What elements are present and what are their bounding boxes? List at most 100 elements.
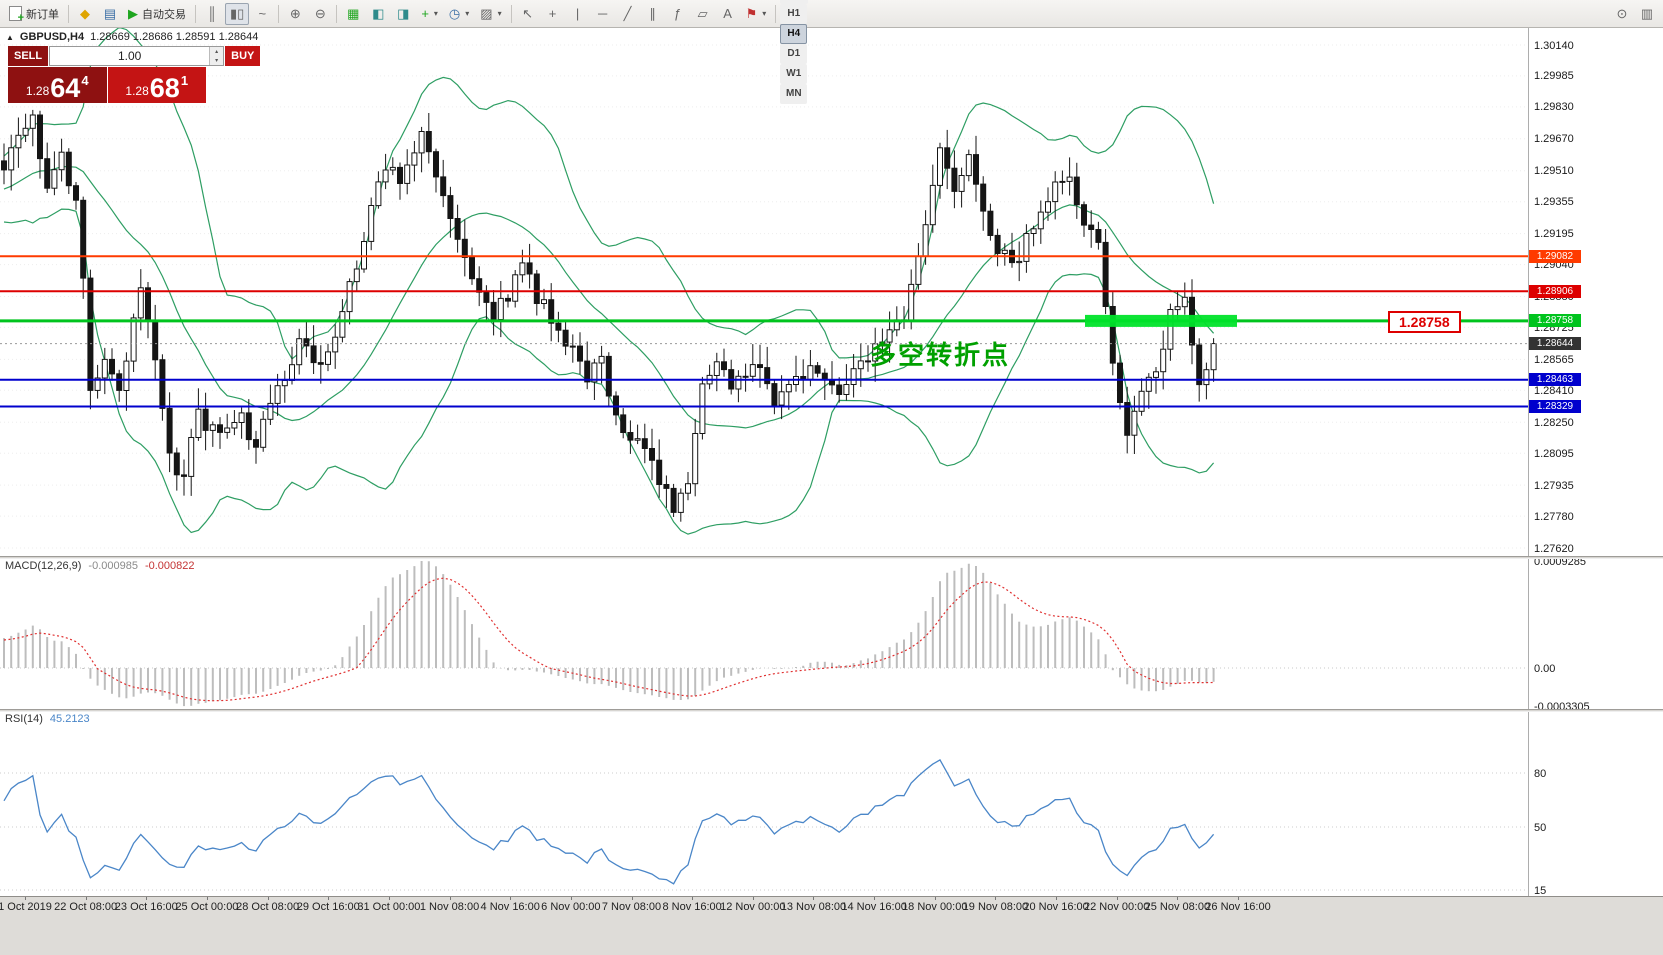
horizontal-line-icon: ─ — [597, 6, 608, 21]
symbol-name: GBPUSD,H4 — [19, 31, 85, 43]
time-tick-mark — [874, 897, 876, 900]
crosshair-tool-button[interactable]: + — [541, 3, 565, 25]
price-axis-label: 1.30140 — [1534, 39, 1574, 52]
arrow-tool-button[interactable]: ⚑ ▾ — [741, 3, 772, 25]
time-axis-label: 18 Nov 00:00 — [902, 901, 968, 913]
horizontal-line-tool-button[interactable]: ─ — [591, 3, 615, 25]
time-tick-mark — [146, 897, 148, 900]
volume-down-icon[interactable]: ▾ — [210, 56, 224, 65]
bar-chart-button[interactable]: ║ — [200, 3, 224, 25]
zoom-in-icon: ⊕ — [289, 6, 301, 21]
chevron-down-icon: ▾ — [465, 9, 470, 18]
time-axis-label: 1 Nov 08:00 — [419, 901, 480, 913]
time-tick-mark — [25, 897, 26, 900]
text-tool-button[interactable]: A — [716, 3, 740, 25]
time-axis-label: 14 Nov 16:00 — [841, 901, 907, 913]
price-axis-label: 1.29510 — [1534, 165, 1574, 178]
rsi-label-row: RSI(14) 45.2123 — [5, 713, 90, 725]
time-axis-label: 22 Nov 00:00 — [1083, 901, 1150, 913]
market-watch-button[interactable]: ▤ — [98, 3, 122, 25]
periods-button[interactable]: ◷ ▾ — [444, 3, 474, 25]
indicators-button[interactable]: + ▾ — [416, 3, 443, 25]
volume-up-icon[interactable]: ▴ — [210, 47, 224, 56]
zoom-out-icon: ⊖ — [314, 6, 326, 21]
line-chart-button[interactable]: ~ — [250, 3, 274, 25]
time-axis-label: 25 Nov 08:00 — [1144, 901, 1211, 913]
time-tick-mark — [631, 897, 633, 900]
tf-button-MN[interactable]: MN — [780, 83, 808, 104]
metaeditor-icon: ◆ — [80, 6, 90, 21]
fibonacci-tool-button[interactable]: ƒ — [666, 3, 690, 25]
metaeditor-button[interactable]: ◆ — [73, 3, 97, 25]
tf-button-H1[interactable]: H1 — [780, 3, 808, 24]
next-chart-button[interactable]: ◨ — [391, 3, 415, 25]
rsi-axis-label: 15 — [1534, 884, 1547, 897]
cursor-icon: ↖ — [522, 6, 534, 21]
new-order-icon — [9, 6, 24, 24]
rsi-value: 45.2123 — [49, 713, 90, 725]
chart-annotation-text[interactable]: 多空转折点 — [870, 341, 1011, 370]
cursor-tool-button[interactable]: ↖ — [516, 3, 540, 25]
previous-chart-button[interactable]: ◧ — [366, 3, 390, 25]
volume-spinner: ▴ ▾ — [209, 47, 224, 65]
indicators-icon: + — [421, 6, 429, 21]
candle-chart-button[interactable]: ▮▯ — [225, 2, 250, 25]
volume-input[interactable] — [50, 47, 210, 65]
tf-button-M30[interactable]: M30 — [780, 0, 808, 4]
shapes-tool-button[interactable]: ▱ — [691, 3, 715, 25]
price-axis-label: 1.28410 — [1534, 384, 1574, 397]
tf-button-W1[interactable]: W1 — [780, 63, 808, 84]
time-axis-label: 7 Nov 08:00 — [601, 901, 662, 913]
trendline-tool-button[interactable]: ╱ — [616, 3, 640, 25]
time-tick-mark — [934, 897, 936, 900]
sell-price-prefix: 1.28 — [25, 84, 50, 98]
vertical-line-tool-button[interactable]: | — [566, 3, 590, 25]
price-axis-label: 1.29985 — [1534, 70, 1574, 83]
time-axis-label: 4 Nov 16:00 — [480, 901, 540, 913]
horizontal-lines-layer[interactable] — [0, 255, 1528, 408]
price-axis-label: 1.28250 — [1534, 416, 1574, 429]
new-order-button[interactable]: 新订单 — [4, 3, 64, 25]
grid-layer — [0, 44, 1528, 549]
time-axis[interactable]: 1 Oct 2019 22 Oct 08:00 23 Oct 16:00 25 Oct… — [0, 896, 1663, 955]
toolbar-separator — [68, 4, 69, 23]
templates-button[interactable]: ▨ ▾ — [475, 3, 506, 25]
time-tick-mark — [995, 897, 997, 900]
rsi-axis-label: 50 — [1534, 821, 1547, 834]
sell-price-sup: 4 — [81, 73, 89, 88]
zoom-out-button[interactable]: ⊖ — [308, 3, 332, 25]
time-tick-mark — [1238, 897, 1239, 900]
timeframe-group: M1M5M15M30H1H4D1W1MN — [780, 0, 808, 104]
tf-button-H4[interactable]: H4 — [780, 23, 808, 44]
time-tick-mark — [692, 897, 694, 900]
macd-label: MACD(12,26,9) — [5, 560, 82, 572]
fibonacci-icon: ƒ — [673, 6, 682, 21]
zoom-in-button[interactable]: ⊕ — [283, 3, 307, 25]
price-axis-label: 1.29355 — [1534, 196, 1574, 209]
magnifier-button[interactable]: ⊙ — [1610, 3, 1634, 25]
sell-button[interactable]: SELL — [8, 46, 49, 66]
buy-button[interactable]: BUY — [225, 46, 261, 66]
tf-button-D1[interactable]: D1 — [780, 43, 808, 64]
price-marker-badge: 1.28463 — [1529, 373, 1581, 387]
channel-tool-button[interactable]: ∥ — [641, 3, 665, 25]
time-tick-mark — [1116, 897, 1118, 900]
autotrade-button[interactable]: ▶ 自动交易 — [123, 3, 191, 25]
symbol-ohlc: 1.28669 1.28686 1.28591 1.28644 — [90, 31, 259, 43]
price-axis-label: 1.27935 — [1534, 479, 1574, 492]
sell-price-panel[interactable]: 1.28 64 4 — [8, 67, 107, 103]
time-tick-mark — [388, 897, 390, 900]
price-flag-label[interactable]: 1.28758 — [1388, 311, 1461, 333]
time-axis-label: 8 Nov 16:00 — [662, 901, 722, 913]
time-tick-mark — [328, 897, 330, 900]
panel-separator-rsi[interactable] — [0, 709, 1663, 712]
rsi-line — [3, 759, 1215, 885]
panel-separator-macd[interactable] — [0, 556, 1663, 559]
tile-windows-button[interactable]: ▦ — [341, 3, 365, 25]
report-button[interactable]: ▥ — [1635, 3, 1659, 25]
buy-price-panel[interactable]: 1.28 68 1 — [107, 67, 206, 103]
time-axis-label: 26 Nov 16:00 — [1205, 901, 1271, 913]
highlight-zone[interactable] — [1085, 314, 1237, 327]
